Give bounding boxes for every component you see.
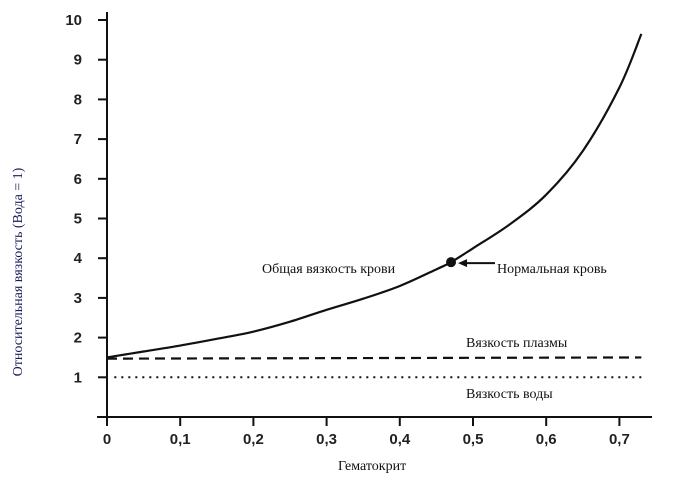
x-tick-label: 0,6 [536,431,557,448]
y-tick-label: 6 [74,171,82,188]
x-axis-label: Гематокрит [338,459,406,474]
normal-blood-point [446,257,457,268]
y-tick-label: 8 [74,91,82,108]
y-tick-label: 1 [74,369,82,386]
water-viscosity-label: Вязкость воды [466,387,553,402]
x-tick-label: 0,2 [243,431,264,448]
y-tick-label: 9 [74,52,82,69]
x-tick-label: 0,5 [463,431,484,448]
normal-blood-label: Нормальная кровь [497,262,607,277]
x-tick-label: 0 [103,431,111,448]
y-tick-label: 10 [65,12,82,29]
y-tick-label: 3 [74,290,82,307]
x-tick-label: 0,3 [316,431,337,448]
y-tick-label: 5 [74,211,82,228]
x-tick-label: 0,7 [609,431,630,448]
series-dashed-line [106,356,642,360]
arrow-head-icon [458,259,468,268]
y-tick-label: 7 [74,131,82,148]
y-tick-label: 2 [74,330,82,347]
series-solid-line [106,33,643,359]
x-tick-label: 0,4 [389,431,411,448]
blood-viscosity-label: Общая вязкость крови [262,262,396,277]
plasma-viscosity-label: Вязкость плазмы [466,336,568,351]
y-tick-label: 4 [74,250,83,267]
x-tick-label: 0,1 [170,431,191,448]
y-axis-label: Относительная вязкость (Вода = 1) [11,167,26,376]
